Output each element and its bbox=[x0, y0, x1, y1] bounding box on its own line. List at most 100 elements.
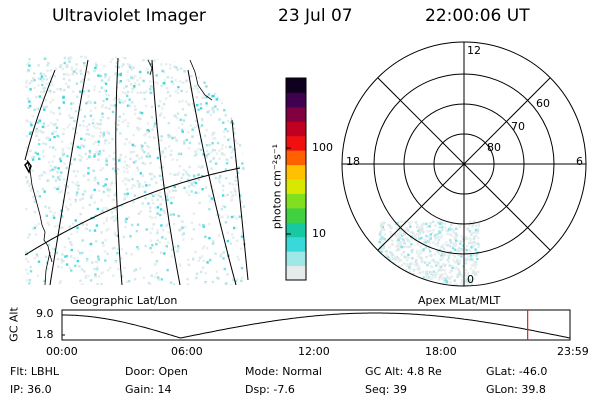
polar-emission-pixel bbox=[457, 248, 460, 251]
emission-pixel bbox=[76, 95, 79, 99]
emission-pixel bbox=[128, 165, 131, 168]
emission-pixel bbox=[215, 98, 218, 101]
emission-pixel bbox=[115, 128, 119, 131]
emission-pixel bbox=[140, 146, 144, 149]
polar-emission-pixel bbox=[389, 238, 392, 241]
emission-pixel bbox=[130, 65, 134, 68]
emission-pixel bbox=[108, 154, 111, 158]
emission-pixel bbox=[95, 126, 98, 130]
emission-pixel bbox=[26, 272, 29, 275]
emission-pixel bbox=[223, 205, 227, 209]
polar-emission-pixel bbox=[395, 281, 399, 285]
emission-pixel bbox=[175, 139, 178, 142]
emission-pixel bbox=[94, 214, 97, 217]
emission-pixel bbox=[95, 64, 98, 67]
emission-pixel bbox=[122, 166, 126, 169]
emission-pixel bbox=[179, 67, 183, 70]
emission-pixel bbox=[110, 104, 113, 107]
emission-pixel bbox=[87, 94, 90, 98]
polar-emission-pixel bbox=[444, 253, 447, 256]
polar-emission-pixel bbox=[387, 260, 390, 264]
emission-pixel bbox=[211, 242, 215, 245]
emission-pixel bbox=[149, 246, 152, 250]
emission-pixel bbox=[211, 134, 214, 137]
emission-pixel bbox=[230, 110, 233, 113]
emission-pixel bbox=[48, 145, 52, 149]
emission-pixel bbox=[120, 65, 124, 68]
emission-pixel bbox=[230, 195, 234, 199]
emission-pixel bbox=[29, 122, 33, 125]
polar-emission-pixel bbox=[428, 254, 431, 257]
polar-emission-pixel bbox=[464, 257, 467, 261]
emission-pixel bbox=[184, 226, 187, 229]
emission-pixel bbox=[101, 112, 104, 115]
polar-emission-pixel bbox=[391, 239, 394, 242]
polar-emission-pixel bbox=[475, 234, 478, 238]
emission-pixel bbox=[246, 185, 248, 187]
polar-emission-pixel bbox=[389, 251, 392, 254]
polar-emission-pixel bbox=[453, 238, 457, 241]
polar-emission-pixel bbox=[443, 222, 446, 225]
emission-pixel bbox=[127, 121, 130, 125]
polar-emission-pixel bbox=[403, 284, 406, 286]
emission-pixel bbox=[137, 116, 140, 120]
emission-pixel bbox=[82, 145, 86, 148]
polar-emission-pixel bbox=[380, 223, 383, 227]
emission-pixel bbox=[212, 110, 215, 114]
polar-emission-pixel bbox=[457, 253, 460, 257]
polar-emission-pixel bbox=[418, 284, 421, 286]
emission-pixel bbox=[107, 116, 110, 120]
polar-emission-pixel bbox=[453, 248, 457, 251]
emission-pixel bbox=[176, 68, 179, 71]
polar-emission-pixel bbox=[414, 282, 417, 285]
polar-emission-pixel bbox=[460, 275, 464, 278]
emission-pixel bbox=[169, 196, 172, 200]
emission-pixel bbox=[111, 104, 115, 107]
emission-pixel bbox=[235, 142, 239, 145]
polar-emission-pixel bbox=[410, 243, 413, 246]
emission-pixel bbox=[106, 186, 109, 190]
altitude-ticks bbox=[62, 314, 65, 336]
emission-pixel bbox=[110, 181, 114, 185]
emission-pixel bbox=[129, 83, 133, 86]
polar-emission-pixel bbox=[426, 272, 429, 276]
emission-pixel bbox=[83, 270, 86, 273]
emission-pixel bbox=[105, 177, 109, 181]
emission-pixel bbox=[229, 100, 232, 104]
emission-pixel bbox=[56, 118, 59, 122]
polar-emission-pixel bbox=[426, 281, 429, 284]
emission-pixel bbox=[131, 87, 135, 90]
polar-emission-pixel bbox=[445, 229, 448, 232]
emission-pixel bbox=[96, 268, 99, 271]
emission-pixel bbox=[82, 90, 85, 93]
emission-pixel bbox=[85, 125, 89, 128]
emission-pixel bbox=[59, 64, 63, 67]
polar-emission-pixel bbox=[471, 223, 474, 226]
emission-pixel bbox=[181, 81, 184, 84]
emission-pixel bbox=[122, 91, 125, 94]
emission-pixel bbox=[126, 62, 129, 66]
altitude-plot-frame bbox=[61, 309, 571, 341]
emission-pixel bbox=[241, 166, 245, 169]
polar-emission-pixel bbox=[388, 246, 391, 249]
emission-pixel bbox=[93, 201, 97, 204]
emission-pixel bbox=[42, 142, 45, 145]
emission-pixel bbox=[93, 69, 96, 73]
emission-pixel bbox=[52, 111, 55, 115]
polar-emission-pixel bbox=[434, 243, 438, 246]
emission-pixel bbox=[101, 104, 105, 107]
emission-pixel bbox=[123, 160, 127, 163]
colorbar-stripe bbox=[286, 236, 306, 252]
emission-pixel bbox=[209, 113, 213, 117]
polar-emission-pixel bbox=[475, 231, 479, 234]
polar-emission-pixel bbox=[434, 236, 437, 240]
emission-pixel bbox=[123, 142, 126, 146]
emission-pixel bbox=[156, 212, 159, 215]
emission-pixel bbox=[197, 60, 200, 64]
polar-emission-pixel bbox=[446, 276, 449, 280]
polar-emission-pixel bbox=[427, 247, 431, 251]
polar-emission-pixel bbox=[393, 233, 397, 236]
emission-pixel bbox=[242, 81, 245, 84]
emission-pixel bbox=[55, 251, 59, 254]
emission-pixel bbox=[246, 99, 248, 101]
